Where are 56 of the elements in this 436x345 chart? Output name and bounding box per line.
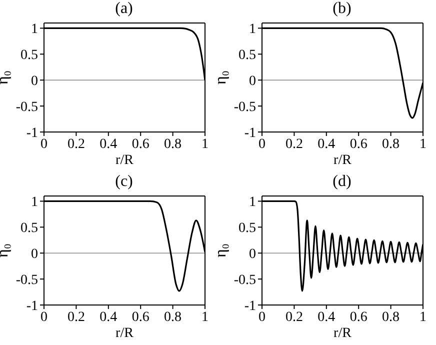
y-tick-label: 1 [249, 22, 256, 38]
x-tick-label: 0.4 [100, 136, 118, 152]
x-axis-title: r/R [334, 153, 352, 168]
y-tick-label: 0 [31, 246, 38, 262]
x-tick-label: 1 [420, 136, 426, 152]
x-tick-label: 0.2 [67, 309, 85, 324]
y-tick-label: -1 [26, 126, 38, 141]
x-tick-label: 0.4 [318, 309, 336, 324]
x-tick-label: 0.4 [100, 309, 118, 324]
x-axis-title: r/R [116, 326, 134, 340]
y-tick-label: 0 [31, 74, 38, 90]
y-axis-title: η₀ [0, 70, 12, 84]
y-tick-label: -0.5 [234, 100, 256, 116]
x-tick-label: 0.6 [132, 309, 150, 324]
x-tick-label: 0 [258, 309, 266, 324]
x-tick-label: 0.8 [164, 136, 182, 152]
y-axis-title: η₀ [212, 243, 230, 257]
y-tick-label: -0.5 [16, 100, 38, 116]
y-axis-title: η₀ [212, 70, 230, 84]
y-tick-label: -1 [244, 126, 256, 141]
y-axis-title: η₀ [0, 243, 12, 257]
x-tick-label: 0.6 [350, 136, 368, 152]
x-tick-label: 0.6 [350, 309, 368, 324]
y-tick-label: 0 [249, 246, 256, 262]
x-tick-label: 0.8 [382, 136, 400, 152]
x-tick-label: 0 [258, 136, 266, 152]
y-tick-label: 0.5 [20, 48, 38, 64]
y-tick-label: 1 [249, 194, 256, 210]
x-axis-title: r/R [116, 153, 134, 168]
y-tick-label: 0.5 [238, 48, 256, 64]
y-tick-label: 0 [249, 74, 256, 90]
x-tick-label: 0.4 [318, 136, 336, 152]
chart-title: (d) [332, 172, 352, 190]
chart-title: (c) [114, 172, 134, 190]
y-tick-label: -0.5 [16, 272, 38, 288]
x-tick-label: 1 [202, 309, 208, 324]
x-tick-label: 1 [420, 309, 426, 324]
x-tick-label: 0.2 [285, 309, 303, 324]
chart-title: (b) [332, 0, 352, 18]
x-tick-label: 0.2 [67, 136, 85, 152]
x-tick-label: 0.6 [132, 136, 150, 152]
x-tick-label: 0 [40, 136, 48, 152]
y-tick-label: 0.5 [20, 220, 38, 236]
x-tick-label: 1 [202, 136, 208, 152]
y-tick-label: -0.5 [234, 272, 256, 288]
y-tick-label: -1 [26, 298, 38, 314]
x-tick-label: 0.2 [285, 136, 303, 152]
y-tick-label: 1 [31, 194, 38, 210]
chart-title: (a) [114, 0, 134, 18]
y-tick-label: -1 [244, 298, 256, 314]
x-tick-label: 0 [40, 309, 48, 324]
x-tick-label: 0.8 [382, 309, 400, 324]
y-tick-label: 0.5 [238, 220, 256, 236]
x-axis-title: r/R [334, 326, 352, 340]
y-tick-label: 1 [31, 22, 38, 38]
x-tick-label: 0.8 [164, 309, 182, 324]
